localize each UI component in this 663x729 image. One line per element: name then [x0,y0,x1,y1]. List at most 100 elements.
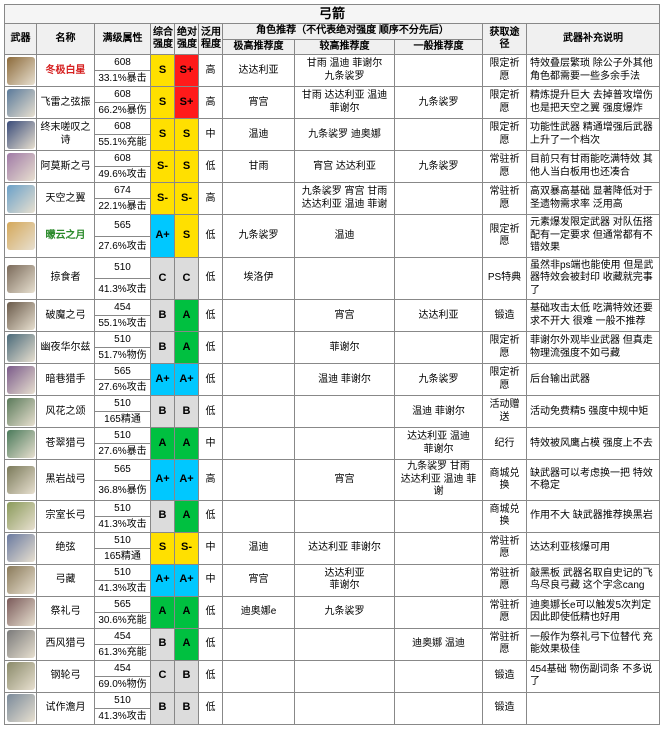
stat-primary: 454 [95,660,151,676]
weapon-icon [7,598,35,626]
notes: 迪奥娜长e可以触发5次判定 因此即使低精也好用 [527,596,660,628]
rec-mid [295,660,395,692]
rec-mid: 温迪 菲谢尔 [295,364,395,396]
weapon-icon [7,430,35,458]
rec-hi [223,183,295,215]
utility: 低 [199,215,223,258]
rec-mid: 菲谢尔 [295,332,395,364]
utility: 低 [199,257,223,300]
notes: 缺武器可以考虑换一把 特效不稳定 [527,460,660,501]
tier-overall: S- [151,183,175,215]
tier-absolute: S [175,151,199,183]
weapon-icon [7,694,35,722]
tier-absolute: S [175,119,199,151]
stat-secondary: 49.6%攻击 [95,167,151,183]
stat-secondary: 165精通 [95,548,151,564]
tier-absolute: S [175,215,199,258]
rec-lo [395,564,483,596]
weapon-name: 幽夜华尔兹 [37,332,95,364]
source: 锻造 [483,692,527,724]
weapon-name: 掠食者 [37,257,95,300]
tier-absolute: A [175,596,199,628]
stat-primary: 608 [95,119,151,135]
source: 限定祈愿 [483,119,527,151]
tier-overall: B [151,300,175,332]
rec-lo: 九条裟罗 [395,151,483,183]
table-header: 弓箭 武器 名称 满级属性 综合 强度 绝对 强度 泛用 程度 角色推荐（不代表… [5,5,660,55]
hdr-rec-lo: 一般推荐度 [395,39,483,55]
rec-hi: 宵宫 [223,87,295,119]
hdr-name: 名称 [37,24,95,55]
weapon-name: 终末嗟叹之诗 [37,119,95,151]
weapon-name: 试作澹月 [37,692,95,724]
rec-mid: 九条裟罗 [295,596,395,628]
hdr-rec-group: 角色推荐（不代表绝对强度 顺序不分先后） [223,24,483,40]
tier-absolute: A [175,628,199,660]
notes: 454基础 物伤副词条 不多说了 [527,660,660,692]
hdr-util: 泛用 程度 [199,24,223,55]
rec-hi [223,692,295,724]
rec-lo [395,500,483,532]
notes: 菲谢尔外观毕业武器 但真走物理流强度不如弓藏 [527,332,660,364]
table-title: 弓箭 [5,5,660,24]
utility: 低 [199,332,223,364]
tier-overall: S [151,87,175,119]
rec-hi [223,500,295,532]
rec-mid: 九条裟罗 宵宫 甘雨达达利亚 温迪 菲谢 [295,183,395,215]
tier-overall: B [151,500,175,532]
rec-mid: 宵宫 [295,300,395,332]
weapon-icon [7,185,35,213]
rec-hi: 九条裟罗 [223,215,295,258]
hdr-rec-mid: 较高推荐度 [295,39,395,55]
source: 常驻祈愿 [483,183,527,215]
source: 限定祈愿 [483,87,527,119]
rec-lo [395,596,483,628]
stat-secondary: 33.1%暴击 [95,71,151,87]
rec-hi: 温迪 [223,532,295,564]
bow-weapon-table: 弓箭 武器 名称 满级属性 综合 强度 绝对 强度 泛用 程度 角色推荐（不代表… [4,4,660,725]
utility: 低 [199,396,223,428]
weapon-name: 天空之翼 [37,183,95,215]
source: 限定祈愿 [483,55,527,87]
notes: 特效叠层繁琐 除公子外其他角色都需要一些多余手法 [527,55,660,87]
notes [527,692,660,724]
rec-mid [295,692,395,724]
stat-primary: 510 [95,428,151,444]
rec-lo: 迪奥娜 温迪 [395,628,483,660]
tier-overall: C [151,660,175,692]
weapon-name: 飞雷之弦振 [37,87,95,119]
rec-lo: 九条裟罗 甘雨达达利亚 温迪 菲谢 [395,460,483,501]
weapon-icon-cell [5,151,37,183]
weapon-icon-cell [5,257,37,300]
rec-hi [223,628,295,660]
tier-overall: C [151,257,175,300]
stat-primary: 510 [95,332,151,348]
rec-lo [395,692,483,724]
stat-secondary: 165精通 [95,412,151,428]
utility: 低 [199,692,223,724]
stat-secondary: 69.0%物伤 [95,676,151,692]
utility: 低 [199,628,223,660]
utility: 高 [199,460,223,501]
stat-primary: 608 [95,55,151,71]
stat-primary: 454 [95,300,151,316]
weapon-icon-cell [5,300,37,332]
source: 常驻祈愿 [483,151,527,183]
notes: 基础攻击太低 吃满特效还要求不开大 很难 一般不推荐 [527,300,660,332]
weapon-icon-cell [5,532,37,564]
stat-primary: 454 [95,628,151,644]
rec-lo: 九条裟罗 [395,364,483,396]
stat-secondary: 51.7%物伤 [95,348,151,364]
tier-overall: S- [151,151,175,183]
weapon-icon [7,662,35,690]
table-body: 冬极白星608SS+高达达利亚甘雨 温迪 菲谢尔九条裟罗限定祈愿特效叠层繁琐 除… [5,55,660,725]
weapon-icon-cell [5,564,37,596]
rec-hi: 埃洛伊 [223,257,295,300]
weapon-name: 暗巷猎手 [37,364,95,396]
hdr-overall: 综合 强度 [151,24,175,55]
rec-lo [395,532,483,564]
utility: 中 [199,428,223,460]
tier-absolute: S- [175,532,199,564]
weapon-icon-cell [5,692,37,724]
tier-absolute: B [175,692,199,724]
